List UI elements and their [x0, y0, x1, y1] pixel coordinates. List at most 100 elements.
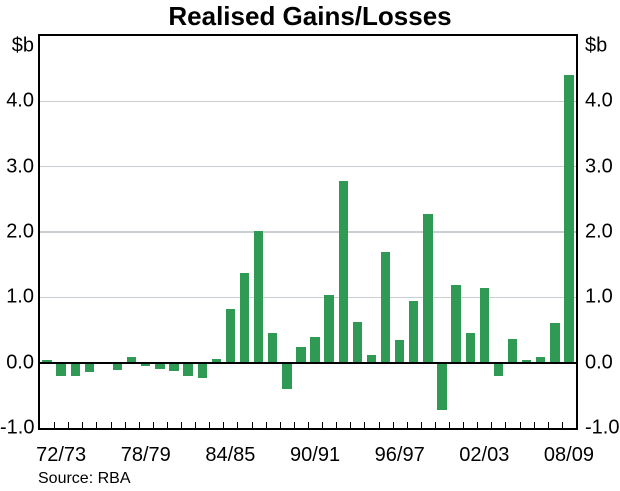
y-tick-label-right: 2.0 [585, 220, 613, 243]
x-axis-tick [293, 422, 295, 428]
y-axis-unit-left: $b [11, 34, 34, 57]
x-tick-label: 84/85 [205, 444, 256, 466]
bar-77/78 [126, 357, 137, 363]
bar-83/84 [211, 358, 221, 363]
x-axis-tick [237, 422, 239, 428]
x-axis-tick [322, 422, 324, 428]
bar-00/01 [451, 284, 461, 363]
y-tick-label-right: 3.0 [585, 155, 613, 178]
x-axis-tick [378, 422, 380, 428]
x-axis-tick [547, 422, 549, 428]
bar-96/97 [394, 339, 405, 363]
bar-88/89 [282, 362, 292, 390]
y-tick-label-right: 4.0 [585, 89, 613, 112]
x-axis-tick [463, 422, 465, 428]
bar-78/79 [141, 362, 151, 366]
bar-82/83 [197, 362, 207, 379]
x-axis-tick [152, 422, 154, 428]
bar-72/73 [56, 362, 66, 377]
x-axis-tick [181, 422, 183, 428]
bar-95/96 [380, 251, 391, 363]
x-tick-label: 96/97 [374, 444, 425, 466]
bar-01/02 [465, 332, 475, 363]
y-tick-label-right: -1.0 [585, 416, 620, 439]
x-axis-tick [308, 422, 309, 428]
gridline [40, 165, 576, 168]
x-axis-tick [251, 422, 253, 428]
y-tick-label-right: 0.0 [585, 351, 613, 374]
y-tick-label-left: 0.0 [6, 351, 34, 374]
x-axis-tick [82, 422, 84, 428]
x-axis-tick [420, 422, 422, 428]
bar-98/99 [423, 213, 433, 363]
chart-title: Realised Gains/Losses [168, 1, 452, 31]
bar-74/75 [84, 362, 95, 373]
x-axis-tick [561, 422, 563, 428]
x-axis-tick [195, 422, 197, 428]
x-axis-tick [406, 422, 408, 428]
y-tick-label-left: 2.0 [6, 220, 34, 243]
x-axis-tick [265, 422, 267, 428]
x-axis-tick [138, 422, 140, 428]
gridline [40, 100, 576, 103]
plot-area [38, 34, 578, 430]
bar-97/98 [409, 300, 419, 363]
x-axis-tick [449, 422, 451, 428]
x-axis-tick [166, 422, 168, 428]
bar-84/85 [225, 309, 236, 363]
bar-76/77 [112, 362, 123, 371]
x-tick-label: 78/79 [120, 444, 171, 466]
x-axis-tick [491, 422, 493, 428]
bar-02/03 [479, 288, 489, 363]
bar-92/93 [338, 181, 348, 363]
bar-90/91 [310, 337, 320, 363]
bar-06/07 [536, 356, 546, 363]
bar-91/92 [324, 294, 334, 363]
bar-89/90 [296, 346, 306, 363]
bar-07/08 [550, 323, 560, 363]
bar-93/94 [352, 322, 363, 363]
x-axis-tick [477, 422, 479, 428]
y-axis-unit-right: $b [585, 34, 608, 57]
x-axis-tick [364, 422, 366, 428]
bar-85/86 [239, 272, 250, 363]
bar-80/81 [169, 362, 179, 372]
x-axis-tick [392, 422, 394, 428]
bar-94/95 [366, 355, 377, 363]
x-axis-tick [223, 422, 225, 428]
x-axis-tick [350, 422, 352, 428]
x-axis-tick [54, 422, 56, 428]
x-axis-tick [68, 422, 70, 428]
bar-79/80 [155, 362, 165, 369]
bar-73/74 [70, 362, 80, 376]
x-tick-label: 08/09 [543, 444, 594, 466]
x-tick-label: 90/91 [290, 444, 341, 466]
bar-99/00 [437, 362, 447, 410]
y-tick-label-left: 4.0 [6, 89, 34, 112]
y-tick-label-left: -1.0 [0, 416, 35, 439]
x-axis-tick [96, 422, 98, 428]
y-tick-label-right: 1.0 [585, 285, 613, 308]
bar-86/87 [253, 230, 264, 363]
bar-08/09 [564, 75, 574, 363]
bar-81/82 [183, 362, 193, 377]
bar-87/88 [268, 332, 278, 363]
gridline [40, 231, 576, 233]
bar-71/72 [42, 360, 52, 363]
x-axis-tick [279, 422, 281, 428]
bar-05/06 [521, 360, 532, 363]
x-axis-tick [533, 422, 535, 428]
source-note: Source: RBA [38, 470, 131, 487]
bar-04/05 [507, 339, 518, 363]
x-axis-tick [124, 422, 126, 428]
x-tick-label: 72/73 [36, 444, 87, 466]
x-axis-tick [434, 422, 436, 428]
y-tick-label-left: 1.0 [6, 285, 34, 308]
x-axis-tick [519, 422, 521, 428]
x-axis-tick [505, 422, 507, 428]
zero-axis-line [40, 361, 576, 364]
y-tick-label-left: 3.0 [6, 155, 34, 178]
x-tick-label: 02/03 [459, 444, 510, 466]
bar-03/04 [493, 362, 504, 377]
